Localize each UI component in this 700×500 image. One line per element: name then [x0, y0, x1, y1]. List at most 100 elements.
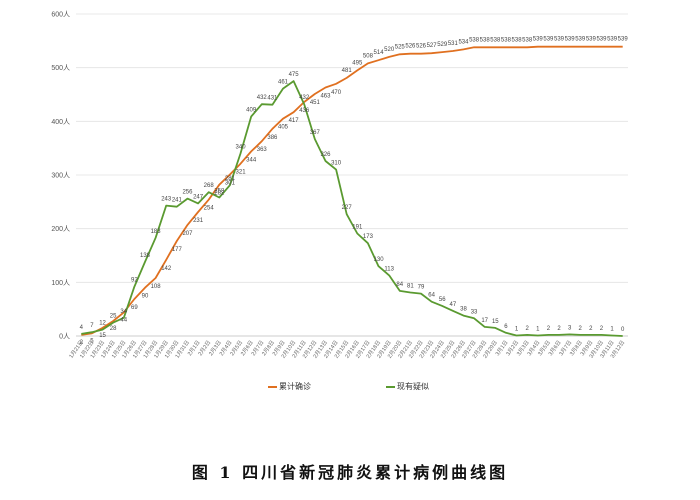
data-label: 1	[536, 326, 540, 332]
data-label: 79	[418, 285, 425, 291]
data-label: 231	[193, 218, 204, 224]
data-label: 69	[131, 305, 138, 311]
data-label: 539	[575, 37, 586, 43]
data-label: 241	[172, 198, 183, 204]
data-label: 2	[80, 340, 84, 346]
data-label: 475	[289, 72, 300, 78]
data-label: 5	[90, 338, 94, 344]
data-label: 130	[374, 257, 385, 263]
data-label: 531	[448, 41, 459, 47]
data-label: 12	[99, 321, 106, 327]
data-label: 56	[439, 297, 446, 303]
data-label: 538	[522, 37, 533, 43]
series-lines	[81, 45, 623, 337]
data-label: 173	[363, 234, 374, 240]
data-label: 431	[267, 96, 278, 102]
data-label: 539	[607, 37, 618, 43]
data-label: 90	[142, 294, 149, 300]
data-label: 538	[501, 37, 512, 43]
data-label: 28	[110, 326, 117, 332]
data-label: 6	[504, 324, 508, 330]
y-tick-label: 300人	[51, 172, 70, 180]
data-label: 538	[469, 37, 480, 43]
data-label: 340	[236, 145, 247, 151]
data-label: 463	[320, 94, 331, 100]
data-label: 84	[396, 282, 403, 288]
y-tick-label: 400人	[51, 118, 70, 126]
data-label: 268	[204, 183, 215, 189]
data-label: 363	[257, 147, 268, 153]
suspected-line	[81, 80, 623, 337]
data-label: 367	[310, 130, 321, 136]
data-label: 344	[246, 157, 257, 163]
data-label: 432	[257, 95, 268, 101]
y-tick-label: 200人	[51, 225, 70, 233]
data-label: 64	[428, 293, 435, 299]
confirmed-line	[81, 45, 623, 336]
data-label: 38	[460, 307, 467, 313]
data-label: 470	[331, 90, 342, 96]
data-label: 282	[214, 191, 225, 197]
figure-caption: 图 1 四川省新冠肺炎累计病例曲线图	[191, 463, 509, 482]
data-label: 1	[610, 326, 614, 332]
data-label: 520	[384, 47, 395, 53]
data-label: 409	[246, 108, 257, 114]
legend-label-suspected: 现有疑似	[397, 382, 429, 391]
data-label: 321	[236, 170, 247, 176]
data-label: 256	[182, 190, 193, 196]
data-label: 405	[278, 125, 289, 131]
data-label: 2	[589, 326, 593, 332]
data-label: 417	[289, 118, 300, 124]
data-label: 258	[214, 189, 225, 195]
data-label: 461	[278, 80, 289, 86]
data-label: 2	[525, 326, 529, 332]
data-label: 281	[225, 176, 236, 182]
y-axis-ticks: 0人 100人 200人 300人 400人 500人 600人	[51, 11, 70, 341]
data-label: 527	[427, 43, 438, 49]
x-axis-ticks: 1月21日1月22日1月23日1月24日1月25日1月26日1月27日1月28日…	[68, 339, 627, 360]
data-label: 15	[99, 333, 106, 339]
data-label: 4	[80, 325, 84, 331]
data-label: 538	[512, 37, 523, 43]
data-label: 481	[342, 68, 353, 74]
y-tick-label: 600人	[51, 11, 70, 19]
data-label: 177	[172, 247, 183, 253]
data-label: 227	[342, 205, 353, 211]
data-label: 2	[579, 326, 583, 332]
data-label: 183	[151, 229, 162, 235]
data-label: 495	[352, 60, 363, 66]
legend-item-confirmed: 累计确诊	[268, 381, 311, 392]
data-label: 25	[110, 314, 117, 320]
data-label: 0	[621, 327, 625, 333]
data-label: 539	[586, 37, 597, 43]
data-label: 451	[310, 100, 321, 106]
legend: 累计确诊 现有疑似	[0, 381, 700, 395]
data-label: 17	[481, 318, 488, 324]
y-tick-label: 100人	[51, 279, 70, 287]
data-label: 113	[384, 266, 394, 272]
legend-swatch-suspected	[386, 385, 395, 388]
data-label: 1	[515, 326, 519, 332]
data-label: 539	[554, 37, 565, 43]
y-tick-label: 0人	[59, 333, 70, 341]
data-label: 7	[90, 323, 94, 329]
data-label: 538	[490, 37, 501, 43]
data-label: 44	[120, 317, 127, 323]
data-label: 81	[407, 284, 414, 290]
data-label: 15	[492, 319, 499, 325]
data-label: 108	[151, 284, 162, 290]
data-label: 2	[547, 326, 551, 332]
data-label: 529	[437, 42, 448, 48]
data-label: 2	[557, 326, 561, 332]
data-label: 526	[405, 44, 416, 50]
data-label: 310	[331, 161, 342, 167]
legend-swatch-confirmed	[268, 385, 277, 388]
data-label: 539	[543, 37, 554, 43]
data-label: 539	[596, 37, 607, 43]
data-label: 326	[320, 152, 331, 158]
data-label: 247	[193, 194, 204, 200]
data-label: 526	[416, 44, 427, 50]
data-label: 3	[568, 325, 572, 331]
data-label: 432	[299, 95, 310, 101]
data-label: 92	[131, 278, 138, 284]
